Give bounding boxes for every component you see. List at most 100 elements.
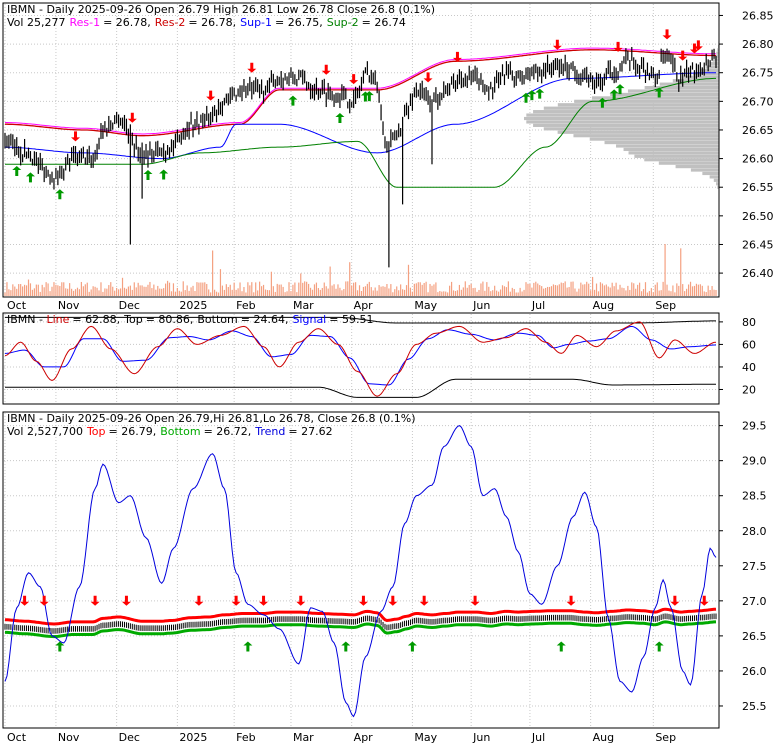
trend-down-arrow [122,596,131,606]
trend-down-arrow [670,596,679,606]
oscillator-bottom-line [5,379,716,397]
volume-profile-bar [524,117,719,120]
sup1-label: Sup-1 [240,16,272,29]
volume-profile-bar [691,168,719,171]
y-tick-label: 26.60 [742,153,774,166]
res1-value: = 26.78, [103,16,151,29]
x-tick-label: Mar [293,299,314,312]
x-tick-label: May [414,731,437,744]
oscillator-grid [4,314,718,403]
down-arrow [424,72,433,82]
trend-lines [5,426,716,717]
volume-profile-bar [544,107,719,110]
trend-top-value: = 26.79, [109,425,157,438]
res1-label: Res-1 [69,16,100,29]
line-value: = 62.88, [72,313,120,326]
y-tick-label: 26.70 [742,95,774,108]
x-tick-label: 2025 [179,731,207,744]
y-tick-label: 28.0 [742,525,767,538]
x-tick-label: May [414,299,437,312]
x-tick-label: Nov [58,299,80,312]
x-tick-label: Jul [531,299,545,312]
y-tick-label: 25.5 [742,700,767,713]
volume-profile-bar [676,165,719,168]
trend-up-arrow [655,641,664,651]
top-value: = 80.86, [146,313,194,326]
volume-profile-bar [616,144,719,147]
oscillator-lines [5,317,716,397]
oscillator-panel-frame [3,313,719,404]
panel-trend: 25.526.026.527.027.528.028.529.029.5 IBM… [3,412,767,728]
y-tick-label: 26.0 [742,665,767,678]
sup2-label: Sup-2 [327,16,359,29]
trend-up-arrow [408,641,417,651]
y-tick-label: 40 [742,361,756,374]
volume-profile-bar [592,96,719,99]
x-tick-label: 2025 [179,299,207,312]
up-arrow [12,166,21,176]
x-tick-label: Feb [236,299,255,312]
volume-profile-bar [533,110,719,113]
y-tick-label: 80 [742,316,756,329]
trend-panel-title: IBMN - Daily 2025-09-26 Open 26.79,Hi 26… [7,412,416,425]
trend-down-arrow [296,596,305,606]
trend-bottom-line [5,622,716,637]
oscillator-legend: IBMN - Line= 62.88,Top= 80.86,Bottom= 24… [7,313,373,326]
trend-down-arrow [359,596,368,606]
trend-up-arrow [341,641,350,651]
down-arrow [206,91,215,101]
volume-profile-bar [558,131,719,134]
down-arrow [71,131,80,141]
volume-profile-bar [544,127,719,130]
y-tick-label: 60 [742,338,756,351]
top-label: Top [123,313,143,326]
volume-profile-bar [710,62,719,65]
price-bars [5,47,716,267]
trend-volume-label: Vol 2,527,700 [7,425,83,438]
up-arrow [535,89,544,99]
down-arrow [247,63,256,73]
down-arrow [663,29,672,39]
res2-value: = 26.78, [188,16,236,29]
x-tick-label: Apr [354,731,374,744]
line-label: Line [46,313,69,326]
volume-profile-bar [610,93,719,96]
x-tick-label: Jun [472,299,490,312]
y-tick-label: 28.5 [742,490,767,503]
trend-top-label: Top [86,425,106,438]
up-arrow [527,90,536,100]
volume-profile-bar [628,89,719,92]
volume-profile-bar [700,69,719,72]
bottom-label: Bottom [197,313,237,326]
trend-down-arrow [259,596,268,606]
up-arrow [55,189,64,199]
trend-down-arrow [40,596,49,606]
volume-profile-bar [702,172,719,175]
trend-down-arrow [388,596,397,606]
up-arrow [159,169,168,179]
trend-up-arrow [243,641,252,651]
oscillator-title: IBMN - [7,313,46,326]
volume-bars [5,244,716,296]
x-tick-label: Dec [119,299,140,312]
res2-label: Res-2 [155,16,186,29]
volume-label: Vol 25,277 [7,16,65,29]
volume-profile-bar [629,151,719,154]
trend-bottom-label: Bottom [160,425,200,438]
down-arrow [322,65,331,75]
x-tick-label: Mar [293,731,314,744]
y-tick-label: 26.40 [742,267,774,280]
volume-profile-bar [710,175,719,178]
x-tick-label: Nov [58,731,80,744]
volume-profile-bar [660,83,719,86]
up-arrow [143,170,152,180]
trend-value: = 27.62 [288,425,332,438]
volume-profile-bar [714,179,719,182]
volume-profile-bar [533,124,719,127]
y-tick-label: 26.5 [742,630,767,643]
down-arrow [453,52,462,62]
